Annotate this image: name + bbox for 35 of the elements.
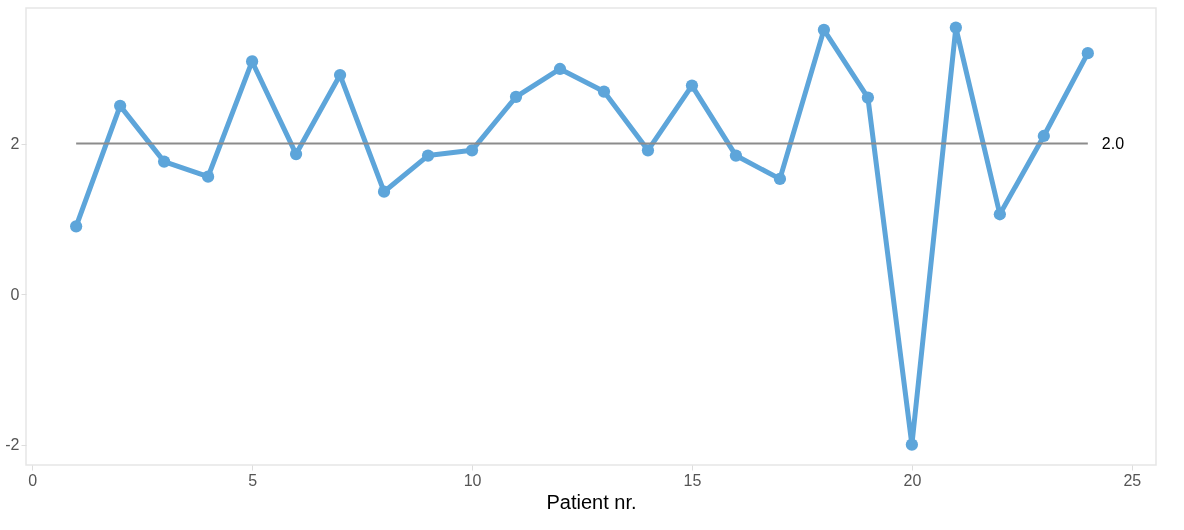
point bbox=[949, 21, 962, 34]
x-tick-label: 25 bbox=[1123, 471, 1142, 489]
y-tick-label: 2 bbox=[10, 135, 20, 153]
x-tick-label: 10 bbox=[463, 471, 482, 489]
point bbox=[157, 155, 171, 168]
point bbox=[553, 62, 567, 76]
x-tick-label: 0 bbox=[28, 471, 38, 489]
point bbox=[685, 79, 699, 92]
point bbox=[641, 144, 655, 157]
point bbox=[114, 99, 127, 112]
point bbox=[817, 23, 831, 36]
point bbox=[597, 85, 611, 98]
point bbox=[1081, 47, 1094, 60]
y-tick-label: -2 bbox=[5, 436, 20, 454]
ref-line-label: 2.0 bbox=[1101, 134, 1125, 152]
x-axis-title: Patient nr. bbox=[546, 490, 637, 513]
point bbox=[245, 55, 259, 68]
point bbox=[509, 90, 523, 103]
point bbox=[333, 68, 347, 82]
point bbox=[905, 438, 918, 451]
point bbox=[993, 208, 1006, 221]
point bbox=[289, 147, 303, 161]
point bbox=[861, 91, 875, 104]
x-tick-label: 5 bbox=[248, 471, 258, 489]
x-tick-label: 15 bbox=[683, 471, 702, 489]
point bbox=[465, 144, 479, 157]
point bbox=[70, 220, 83, 233]
x-tick-label: 20 bbox=[903, 471, 922, 489]
point bbox=[773, 172, 787, 186]
point bbox=[421, 149, 435, 162]
y-tick-label: 0 bbox=[10, 285, 20, 303]
point bbox=[377, 185, 391, 198]
point bbox=[201, 170, 215, 183]
point bbox=[1037, 129, 1050, 143]
point bbox=[729, 149, 743, 162]
